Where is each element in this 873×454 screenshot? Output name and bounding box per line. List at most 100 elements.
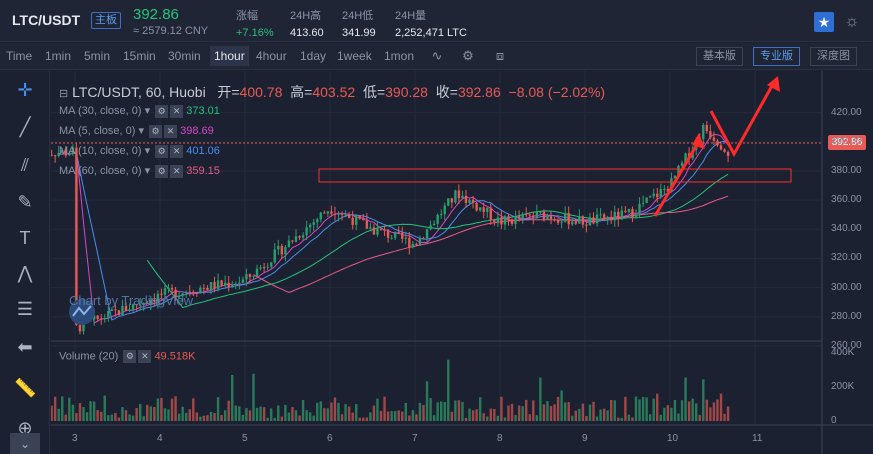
ruler-icon[interactable]: 📏	[14, 378, 37, 398]
volume-bar	[110, 414, 114, 421]
volume-bar	[142, 416, 145, 421]
volume-bar	[124, 410, 128, 421]
high-value: 413.60	[290, 27, 324, 39]
settings-icon[interactable]: ⚙	[462, 48, 474, 63]
sun-icon[interactable]: ☼	[844, 13, 860, 30]
gear-icon[interactable]: ⚙	[155, 144, 169, 158]
candle-body	[57, 152, 60, 156]
channel-icon[interactable]: ⫽	[20, 155, 30, 175]
volume-bar	[695, 403, 698, 421]
crosshair-icon[interactable]: ✛	[17, 80, 33, 100]
candle-body	[206, 287, 209, 291]
volume-bar	[726, 406, 730, 421]
x-tick-label: 11	[752, 433, 763, 444]
volume-bar	[379, 410, 383, 421]
screenshot-icon[interactable]: ⧈	[495, 48, 505, 63]
candle-body	[326, 211, 330, 214]
candle-body	[82, 319, 85, 332]
trendline-icon[interactable]: ╱	[19, 117, 31, 137]
volume-bar	[259, 406, 262, 421]
chart-area[interactable]: ⊟ LTC/USDT, 60, Huobi 开=400.78 高=403.52 …	[39, 71, 873, 454]
volume-bar	[425, 381, 429, 421]
gear-icon[interactable]: ⚙	[123, 350, 137, 363]
volume-bar	[408, 415, 411, 421]
tf-1min[interactable]: 1min	[45, 49, 72, 63]
tf-1hour[interactable]: 1hour	[210, 46, 249, 66]
tf-15min[interactable]: 15min	[123, 49, 156, 63]
candle-body	[323, 212, 326, 214]
pro-view-button[interactable]: 专业版	[753, 47, 800, 66]
gear-icon[interactable]: ⚙	[155, 164, 169, 178]
candle-body	[517, 216, 521, 219]
tf-1week[interactable]: 1week	[337, 49, 372, 63]
ma-row-60[interactable]: MA (60, close, 0) ▾ ⚙ ✕ 359.15	[59, 164, 220, 178]
collapse-icon[interactable]: ⊟	[59, 88, 69, 100]
ma-row-5[interactable]: MA (5, close, 0) ▾ ⚙ ✕ 398.69	[59, 124, 214, 138]
close-icon[interactable]: ✕	[170, 144, 184, 158]
brush-icon[interactable]: ✎	[17, 192, 33, 212]
volume-bar	[291, 407, 294, 421]
tf-1mon[interactable]: 1mon	[384, 49, 415, 63]
tf-1day[interactable]: 1day	[300, 49, 327, 63]
candle-body	[284, 247, 287, 255]
close-icon[interactable]: ✕	[164, 124, 178, 138]
chart-svg[interactable]	[39, 71, 873, 454]
x-tick-label: 6	[327, 433, 333, 444]
candle-body	[408, 237, 411, 248]
candle-body	[592, 217, 595, 224]
volume-bar	[216, 397, 220, 421]
candle-body	[259, 267, 262, 269]
tf-4hour[interactable]: 4hour	[256, 49, 287, 63]
volume-bar	[238, 406, 241, 421]
volume-bar	[181, 406, 184, 421]
pattern-icon[interactable]: ⋀	[17, 263, 33, 283]
gear-icon[interactable]: ⚙	[149, 124, 163, 138]
back-arrow-icon[interactable]: ⬅	[17, 337, 33, 357]
text-icon[interactable]: T	[19, 228, 31, 248]
candle-body	[418, 238, 422, 246]
ma-row-10[interactable]: MA (10, close, 0) ▾ ⚙ ✕ 401.06	[59, 144, 220, 158]
chart-title: LTC/USDT, 60, Huobi	[72, 84, 206, 100]
candle-body	[238, 282, 241, 284]
close-value: 392.86	[457, 84, 501, 100]
close-icon[interactable]: ✕	[170, 104, 184, 118]
ma-label: MA (60, close, 0)	[59, 165, 142, 177]
volume-bar	[64, 414, 67, 421]
volume-bar	[280, 416, 284, 421]
volume-value: 2,252,471 LTC	[395, 27, 467, 39]
volume-bar	[624, 396, 627, 421]
pair-title[interactable]: LTC/USDT	[12, 12, 81, 28]
candle-body	[659, 189, 662, 198]
close-label: 收=	[435, 84, 458, 100]
volume-bar	[252, 373, 255, 421]
tf-5min[interactable]: 5min	[84, 49, 111, 63]
gear-icon[interactable]: ⚙	[155, 104, 169, 118]
indicator-icon[interactable]: ∿	[431, 48, 443, 63]
volume-bar	[652, 398, 655, 421]
volume-bar	[153, 407, 156, 421]
ma-value: 398.69	[180, 125, 214, 137]
volume-bar	[602, 408, 606, 421]
close-icon[interactable]: ✕	[138, 350, 152, 363]
volume-bar	[96, 410, 99, 421]
candle-body	[216, 280, 220, 289]
volume-bar	[478, 397, 482, 421]
candle-body	[100, 318, 103, 320]
star-icon[interactable]: ★	[814, 12, 834, 32]
basic-view-button[interactable]: 基本版	[696, 47, 743, 66]
ma-row-30[interactable]: MA (30, close, 0) ▾ ⚙ ✕ 373.01	[59, 104, 220, 118]
volume-bar	[549, 406, 553, 421]
candle-body	[613, 211, 616, 221]
volume-bar	[71, 404, 75, 421]
candle-body	[610, 216, 613, 221]
volume-bar	[234, 405, 237, 421]
tf-time[interactable]: Time	[6, 49, 33, 63]
chevron-down-icon[interactable]: ⌄	[10, 433, 40, 454]
volume-bar	[89, 401, 92, 421]
depth-view-button[interactable]: 深度图	[810, 47, 857, 66]
close-icon[interactable]: ✕	[170, 164, 184, 178]
last-price-tag: 392.86	[828, 135, 866, 150]
tf-30min[interactable]: 30min	[168, 49, 201, 63]
fib-icon[interactable]: ☰	[16, 299, 34, 319]
candle-body	[248, 274, 252, 277]
